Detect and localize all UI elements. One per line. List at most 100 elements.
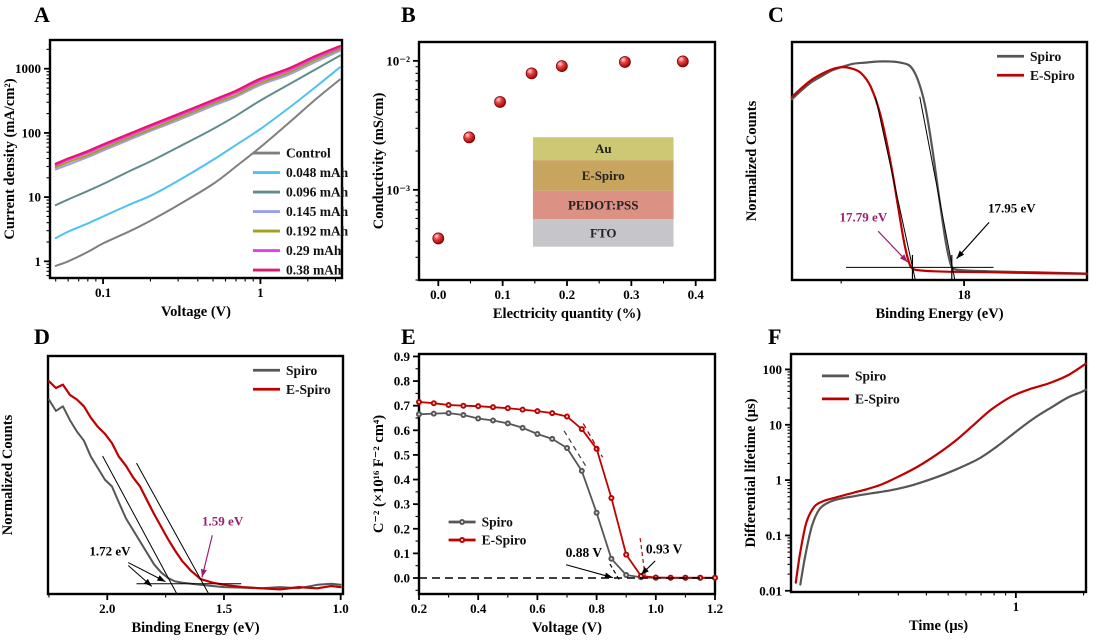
A-legend-Control: Control [286, 146, 331, 161]
panel-label-e: E [401, 324, 416, 349]
B-xtick: 0.1 [495, 287, 511, 302]
A-legend-0.096 mAh: 0.096 mAh [286, 185, 349, 200]
B-data-point [676, 55, 689, 68]
B-xtick: 0.4 [688, 287, 705, 302]
chart-a-jv-loglog: 0.1 1 1 10 100 1000 Voltage (V) Current density… [2, 38, 349, 320]
A-legend-0.29 mAh: 0.29 mAh [286, 243, 342, 258]
C-legend-E-Spiro: E-Spiro [1030, 68, 1075, 83]
E-xtick: 1.0 [648, 601, 664, 616]
chart-e-mott-schottky: 0.2 0.4 0.6 0.8 1.0 1.2 0.0 0.1 0.2 0.3 0.4 0.5 0.6 0… [371, 349, 723, 636]
B-xtick: 0.0 [430, 287, 446, 302]
D-y-axis-label: Normalized Counts [0, 414, 16, 535]
device-layer-Au [532, 137, 674, 161]
C-xtick: 18 [958, 287, 972, 302]
E-ytick: 0.1 [394, 546, 410, 561]
A-legend-0.38 mAh: 0.38 mAh [286, 263, 342, 278]
C-plot-frame [790, 40, 1089, 282]
device-layer-label: E-Spiro [582, 168, 625, 183]
E-ytick: 0.0 [394, 571, 410, 586]
B-data-point [494, 96, 506, 108]
B-y-axis-label: Conductivity (mS/cm) [371, 93, 387, 230]
A-curve-Control [54, 78, 341, 267]
C-annotation: 17.95 eV [988, 201, 1036, 216]
E-xtick: 1.2 [707, 601, 723, 616]
panel-label-c: C [768, 2, 784, 27]
C-curve-Spiro [790, 60, 1089, 275]
A-curve-0.192 mAh [54, 48, 341, 169]
panel-label-d: D [34, 324, 50, 349]
A-ytick: 100 [22, 125, 42, 140]
E-ytick: 0.2 [394, 521, 410, 536]
E-ytick: 0.8 [394, 374, 411, 389]
C-x-axis-label: Binding Energy (eV) [875, 306, 1003, 322]
B-ytick: 10⁻² [386, 53, 410, 68]
D-annotation: 1.59 eV [202, 514, 244, 529]
E-legend-Spiro: Spiro [482, 515, 514, 530]
A-ytick: 1 [35, 254, 42, 269]
D-legend-Spiro: Spiro [286, 363, 318, 378]
panel-label-f: F [768, 324, 782, 349]
C-y-axis-label: Normalized Counts [744, 100, 760, 221]
E-xtick: 0.8 [588, 601, 605, 616]
device-layer-label: FTO [590, 225, 617, 240]
F-ytick: 0.01 [759, 583, 782, 598]
D-curve-E-Spiro [47, 380, 342, 591]
A-curve-0.29 mAh [54, 46, 341, 167]
chart-d-ups-valence: 2.0 1.5 1.0 Binding Energy (eV) Normalized C… [0, 354, 349, 636]
device-layer-label: PEDOT:PSS [568, 198, 639, 213]
E-legend-E-Spiro: E-Spiro [482, 533, 527, 548]
E-ytick: 0.5 [394, 447, 411, 462]
E-ytick: 0.3 [394, 497, 411, 512]
A-curve-0.048 mAh [54, 66, 341, 240]
A-ytick: 10 [28, 190, 41, 205]
B-data-point [619, 56, 631, 68]
A-xtick: 1 [257, 285, 264, 300]
E-x-axis-label: Voltage (V) [532, 620, 602, 636]
device-layer-label: Au [595, 141, 612, 156]
F-legend-E-Spiro: E-Spiro [855, 391, 900, 406]
F-x-axis-label: Time (μs) [909, 618, 968, 634]
panel-b: B 0.0 0.1 0.2 0.3 0.4 10⁻³ 10⁻² Electricity qua… [367, 0, 734, 322]
D-legend-E-Spiro: E-Spiro [286, 382, 331, 397]
panel-c: C 18 Binding Energy (eV) Normalized Counts… [734, 0, 1101, 322]
C-annotation: 17.79 eV [840, 210, 888, 225]
F-y-axis-label: Differential lifetime (μs) [743, 398, 759, 547]
D-plot-frame [46, 354, 345, 596]
F-legend-Spiro: Spiro [855, 368, 887, 383]
E-ytick: 0.4 [394, 472, 411, 487]
B-data-point [432, 232, 445, 245]
A-y-axis-label: Current density (mA/cm²) [2, 78, 18, 239]
chart-c-ups-cutoff: 18 Binding Energy (eV) Normalized Counts 17… [744, 40, 1089, 322]
device-layer-E-Spiro [532, 160, 674, 191]
F-curve-E-Spiro [794, 362, 1088, 584]
D-xtick: 2.0 [99, 601, 115, 616]
A-ytick: 1000 [15, 61, 41, 76]
panel-e: E 0.2 0.4 0.6 0.8 1.0 1.2 0.0 0.1 0.2 0.3 0.4 0.5 0.… [367, 322, 734, 644]
A-legend-0.145 mAh: 0.145 mAh [286, 204, 349, 219]
panel-label-a: A [34, 2, 50, 27]
B-data-point [463, 131, 476, 144]
D-xtick: 1.5 [216, 601, 233, 616]
F-ytick: 1 [776, 473, 783, 488]
E-annotation: 0.88 V [566, 545, 603, 560]
B-x-axis-label: Electricity quantity (%) [493, 306, 641, 322]
B-xtick: 0.2 [559, 287, 575, 302]
E-y-axis-label: C⁻² (×10¹⁶ F⁻² cm⁴) [371, 415, 387, 533]
B-xtick: 0.3 [623, 287, 640, 302]
E-xtick: 0.2 [411, 601, 427, 616]
A-curve-0.38 mAh [54, 45, 341, 165]
B-ytick: 10⁻³ [386, 182, 410, 197]
panel-d: D 2.0 1.5 1.0 Binding Energy (eV) Normalized… [0, 322, 367, 644]
E-annotation: 0.93 V [646, 542, 683, 557]
F-curve-Spiro [799, 388, 1088, 586]
E-ytick: 0.9 [394, 349, 411, 364]
F-xtick: 1 [1013, 599, 1020, 614]
A-xtick: 0.1 [95, 285, 111, 300]
F-plot-frame [789, 352, 1088, 594]
E-xtick: 0.4 [470, 601, 487, 616]
D-annotation: 1.72 eV [89, 543, 131, 558]
A-legend-0.048 mAh: 0.048 mAh [286, 165, 349, 180]
A-x-axis-label: Voltage (V) [161, 304, 231, 320]
E-xtick: 0.6 [529, 601, 546, 616]
